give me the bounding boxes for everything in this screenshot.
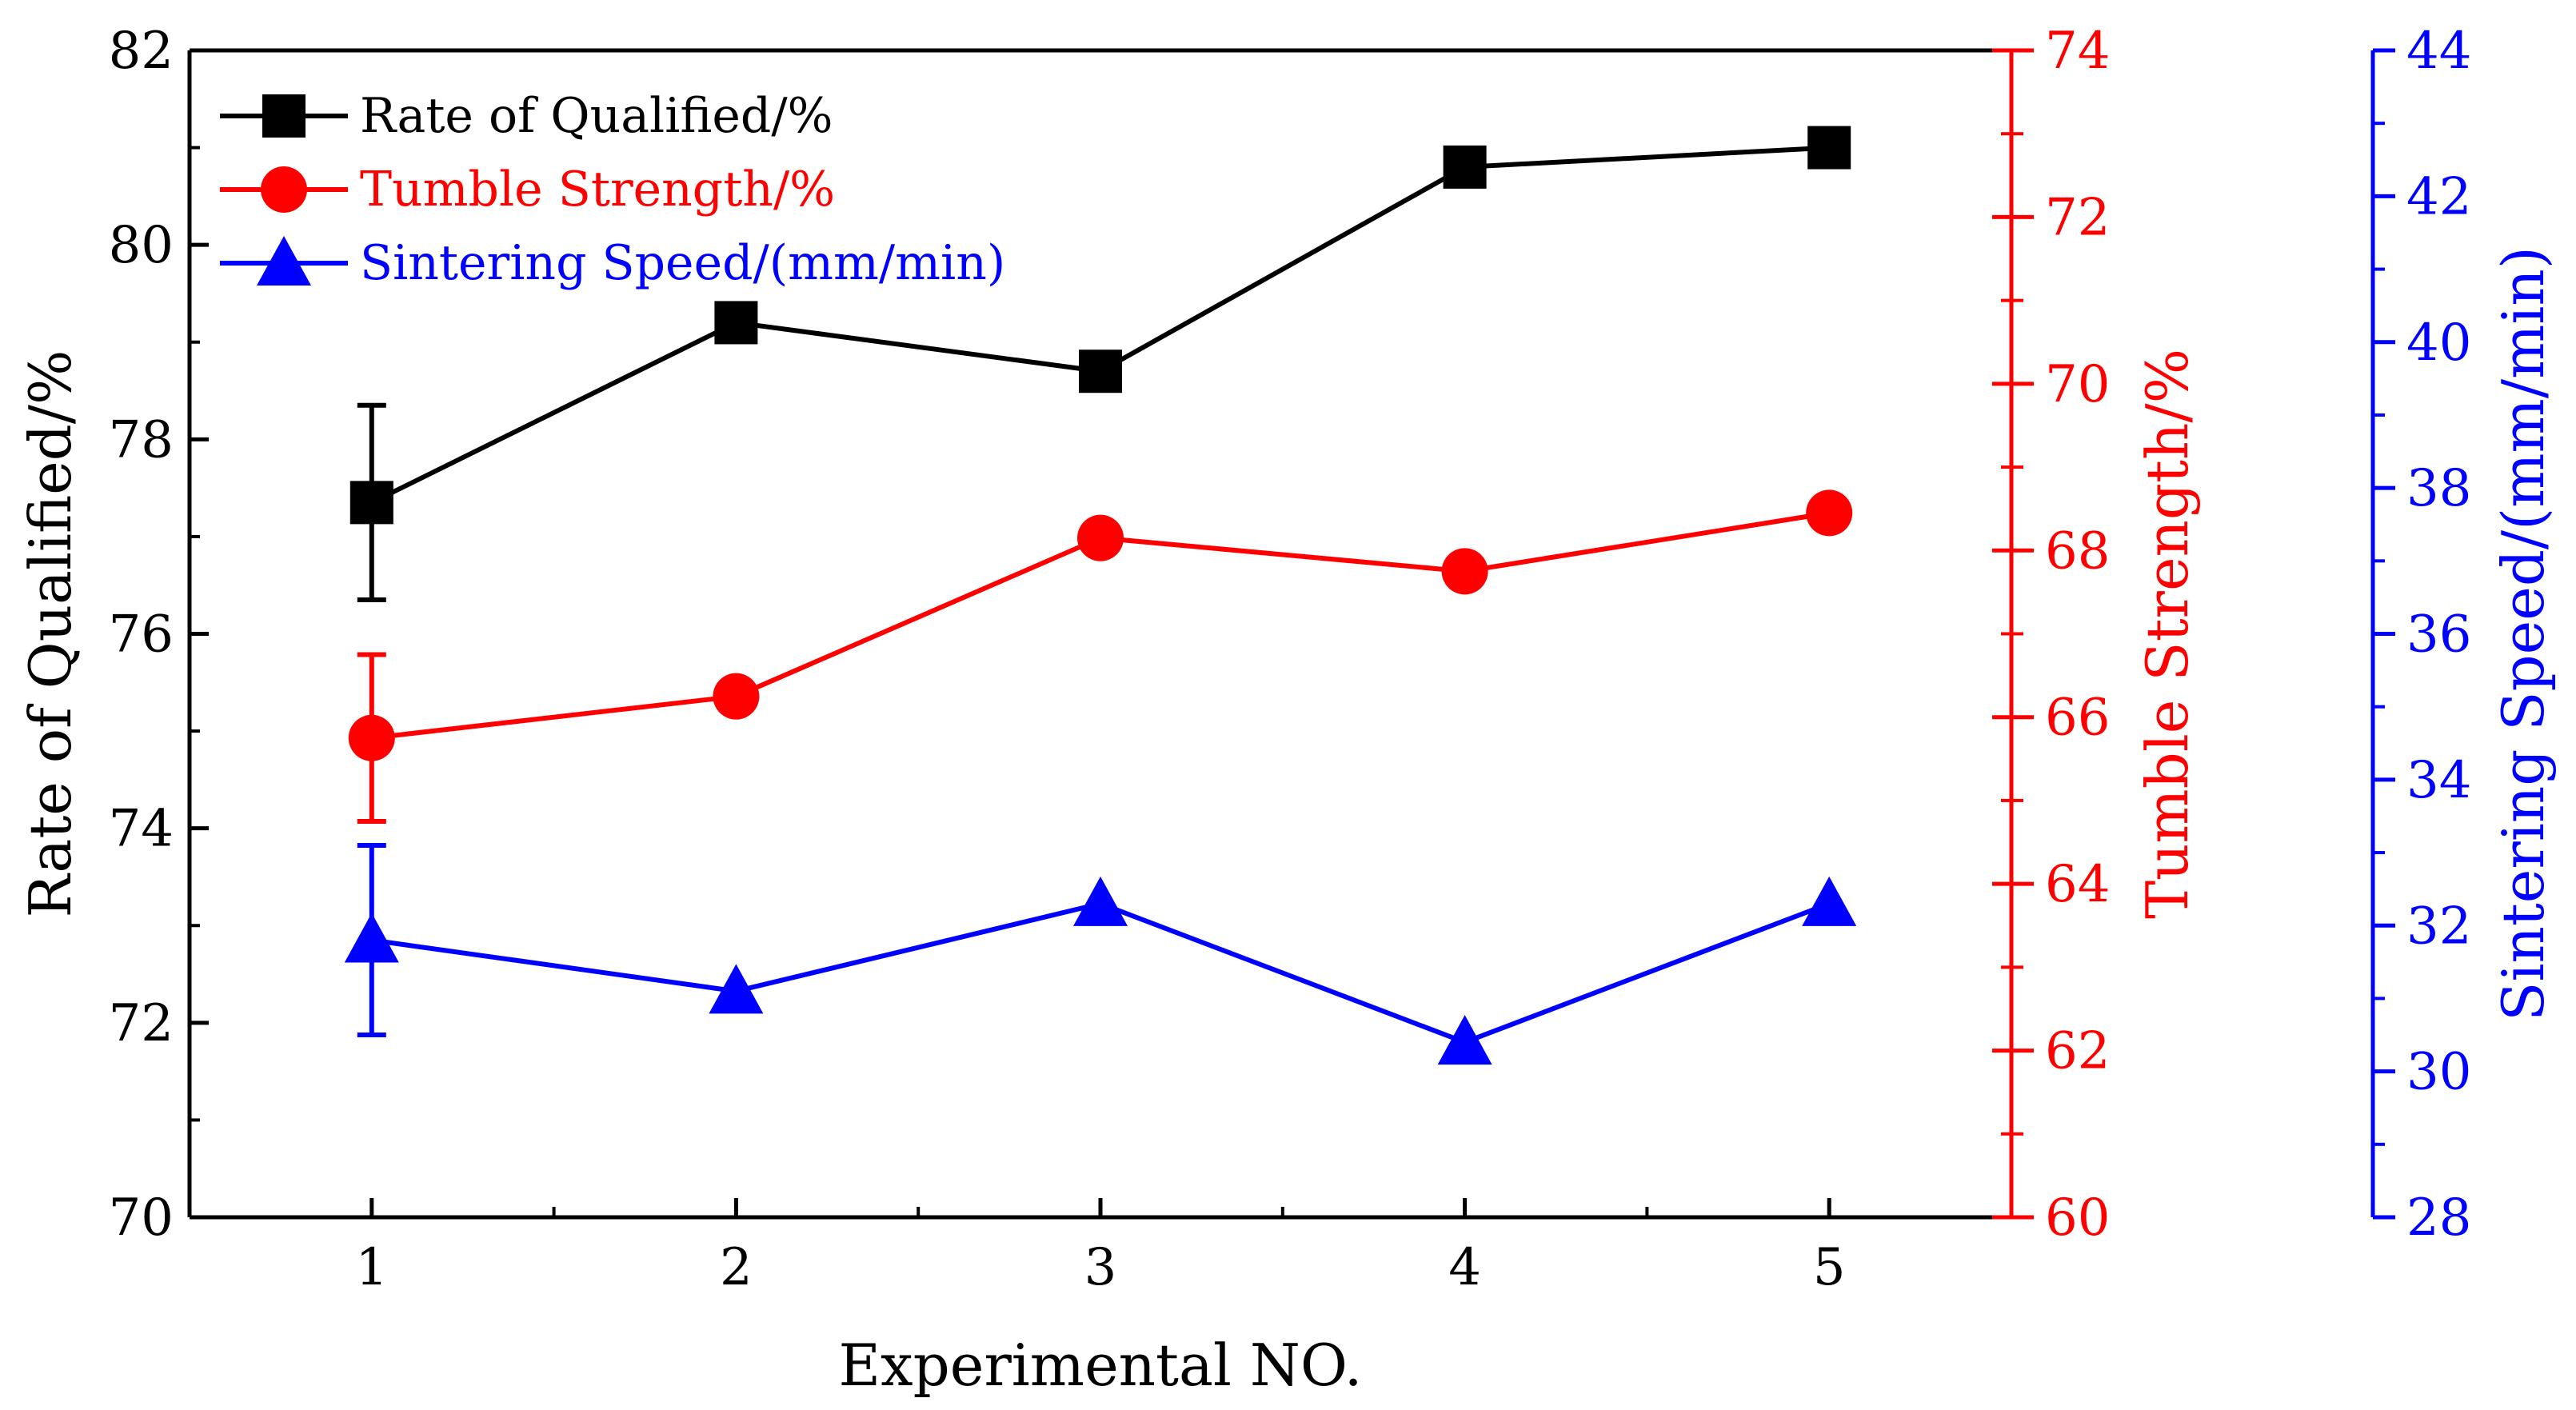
right-axis-tick-label: 68 <box>2045 521 2110 581</box>
data-point <box>1073 876 1128 926</box>
right2-axis-tick-label: 44 <box>2406 22 2471 81</box>
left-axis-tick-label: 72 <box>109 994 174 1053</box>
right-axis-tick-label: 74 <box>2045 22 2110 81</box>
left-axis-tick-label: 82 <box>109 22 174 81</box>
right-axis-title: Tumble Strength/% <box>2134 349 2201 919</box>
left-axis-tick-label: 76 <box>109 605 174 665</box>
series-1 <box>348 489 1853 824</box>
right2-axis-tick-label: 28 <box>2406 1188 2471 1248</box>
data-point <box>344 913 399 963</box>
left-axis-tick-label: 80 <box>109 216 174 275</box>
right2-axis-tick-label: 34 <box>2406 751 2471 810</box>
legend-label: Tumble Strength/% <box>360 162 835 218</box>
right2-axis-tick-label: 42 <box>2406 167 2471 226</box>
data-point <box>713 673 760 720</box>
right2-axis-tick-label: 36 <box>2406 605 2471 665</box>
data-point <box>1079 350 1122 393</box>
legend-item-0: Rate of Qualified/% <box>220 88 833 144</box>
x-axis-title: Experimental NO. <box>838 1332 1362 1399</box>
data-point <box>349 481 393 525</box>
right2-axis-tick-label: 32 <box>2406 897 2471 956</box>
left-axis-tick-label: 78 <box>109 410 174 469</box>
right-axis-tick-label: 72 <box>2045 188 2110 247</box>
legend-label: Rate of Qualified/% <box>360 88 833 144</box>
right-axis-tick-label: 70 <box>2045 355 2110 414</box>
right-axis-tick-label: 62 <box>2045 1022 2110 1081</box>
right2-axis-tick-label: 30 <box>2406 1043 2471 1102</box>
x-tick-label: 5 <box>1813 1238 1846 1297</box>
series-2 <box>344 842 1857 1065</box>
legend-marker <box>257 236 311 286</box>
data-point <box>1077 514 1124 561</box>
data-point <box>1807 126 1851 170</box>
right2-axis-tick-label: 40 <box>2406 314 2471 373</box>
data-point <box>714 301 758 345</box>
data-point <box>1437 1015 1492 1065</box>
legend-label: Sintering Speed/(mm/min) <box>360 235 1005 291</box>
x-tick-label: 1 <box>355 1238 388 1297</box>
series-0 <box>349 126 1851 602</box>
data-point <box>1441 548 1488 595</box>
legend-marker <box>262 94 306 138</box>
left-axis-tick-label: 74 <box>109 800 174 859</box>
left-axis-tick-label: 70 <box>109 1188 174 1248</box>
right-axis-tick-label: 60 <box>2045 1188 2110 1248</box>
data-point <box>1443 145 1487 189</box>
x-tick-label: 4 <box>1448 1238 1481 1297</box>
legend-marker <box>261 166 307 213</box>
left-axis-title: Rate of Qualified/% <box>17 350 84 918</box>
right-axis-tick-label: 64 <box>2045 855 2110 914</box>
data-point <box>348 714 395 761</box>
x-tick-label: 3 <box>1084 1238 1117 1297</box>
legend-item-1: Tumble Strength/% <box>220 162 835 218</box>
right2-axis-title: Sintering Speed/(mm/min) <box>2490 246 2557 1021</box>
data-point <box>709 964 764 1014</box>
legend-item-2: Sintering Speed/(mm/min) <box>220 235 1005 291</box>
data-point <box>1802 876 1857 926</box>
right-axis-tick-label: 66 <box>2045 689 2110 748</box>
x-tick-label: 2 <box>720 1238 753 1297</box>
right2-axis-tick-label: 38 <box>2406 459 2471 518</box>
data-point <box>1806 489 1853 537</box>
